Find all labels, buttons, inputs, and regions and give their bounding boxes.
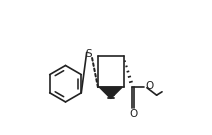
Text: O: O xyxy=(129,109,137,119)
Text: O: O xyxy=(145,81,153,91)
Text: S: S xyxy=(86,49,92,59)
Polygon shape xyxy=(99,87,122,99)
